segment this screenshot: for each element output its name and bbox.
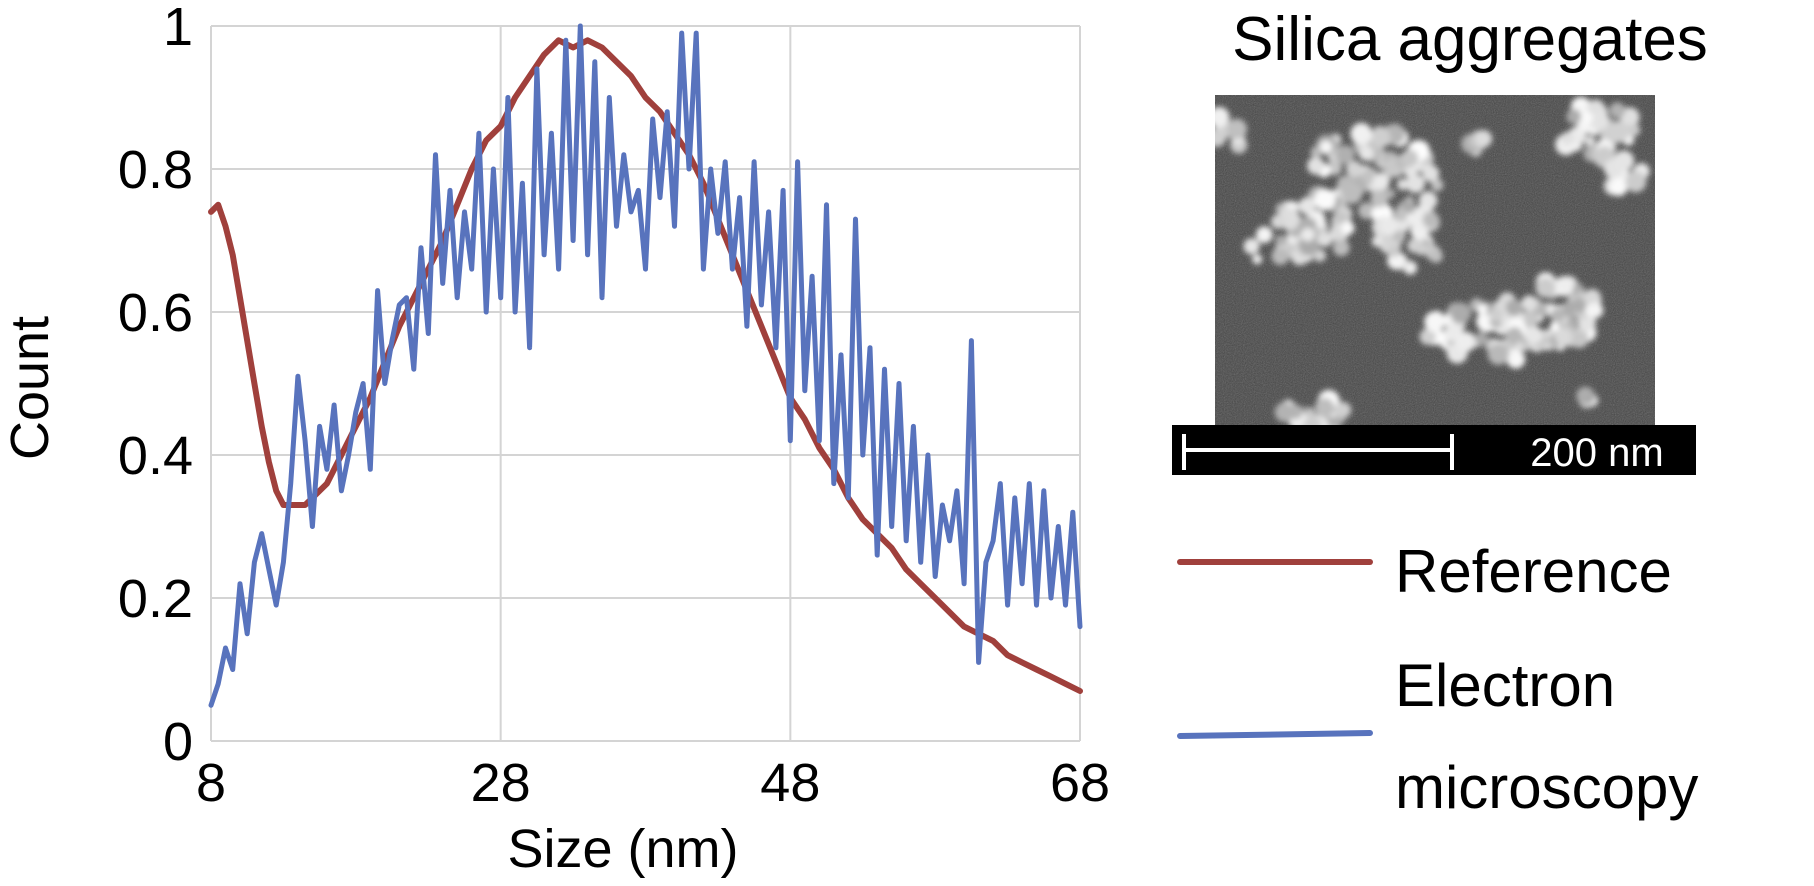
y-tick-label: 0.6 xyxy=(118,283,193,343)
legend: Reference Electron microscopy xyxy=(1177,538,1698,821)
legend-em-label-line2: microscopy xyxy=(1395,754,1698,821)
y-tick-label: 0.4 xyxy=(118,426,193,486)
x-tick-label: 68 xyxy=(1050,753,1110,813)
y-tick-label: 0 xyxy=(163,712,193,772)
y-axis-title: Count xyxy=(0,316,60,460)
legend-reference-label: Reference xyxy=(1395,538,1672,605)
x-tick-label: 8 xyxy=(196,753,226,813)
x-tick-label: 48 xyxy=(760,753,820,813)
scale-bar: 200 nm xyxy=(1172,425,1696,475)
grid xyxy=(210,25,1081,742)
series-line-reference xyxy=(208,37,1083,694)
legend-em-label-line1: Electron xyxy=(1395,652,1615,719)
x-tick-label: 28 xyxy=(471,753,531,813)
series-line-electron-microscopy xyxy=(208,23,1083,708)
legend-em-swatch xyxy=(1177,730,1373,739)
x-axis-title: Size (nm) xyxy=(507,819,738,879)
y-tick-label: 0.2 xyxy=(118,569,193,629)
tick-labels: 0 0.2 0.4 0.6 0.8 1 8 28 48 68 xyxy=(118,0,1110,813)
series-layer xyxy=(208,23,1083,708)
inset-title: Silica aggregates xyxy=(1232,5,1708,74)
sem-image xyxy=(1215,95,1655,425)
y-tick-label: 1 xyxy=(163,0,193,57)
scale-bar-label: 200 nm xyxy=(1530,431,1663,475)
y-tick-label: 0.8 xyxy=(118,140,193,200)
